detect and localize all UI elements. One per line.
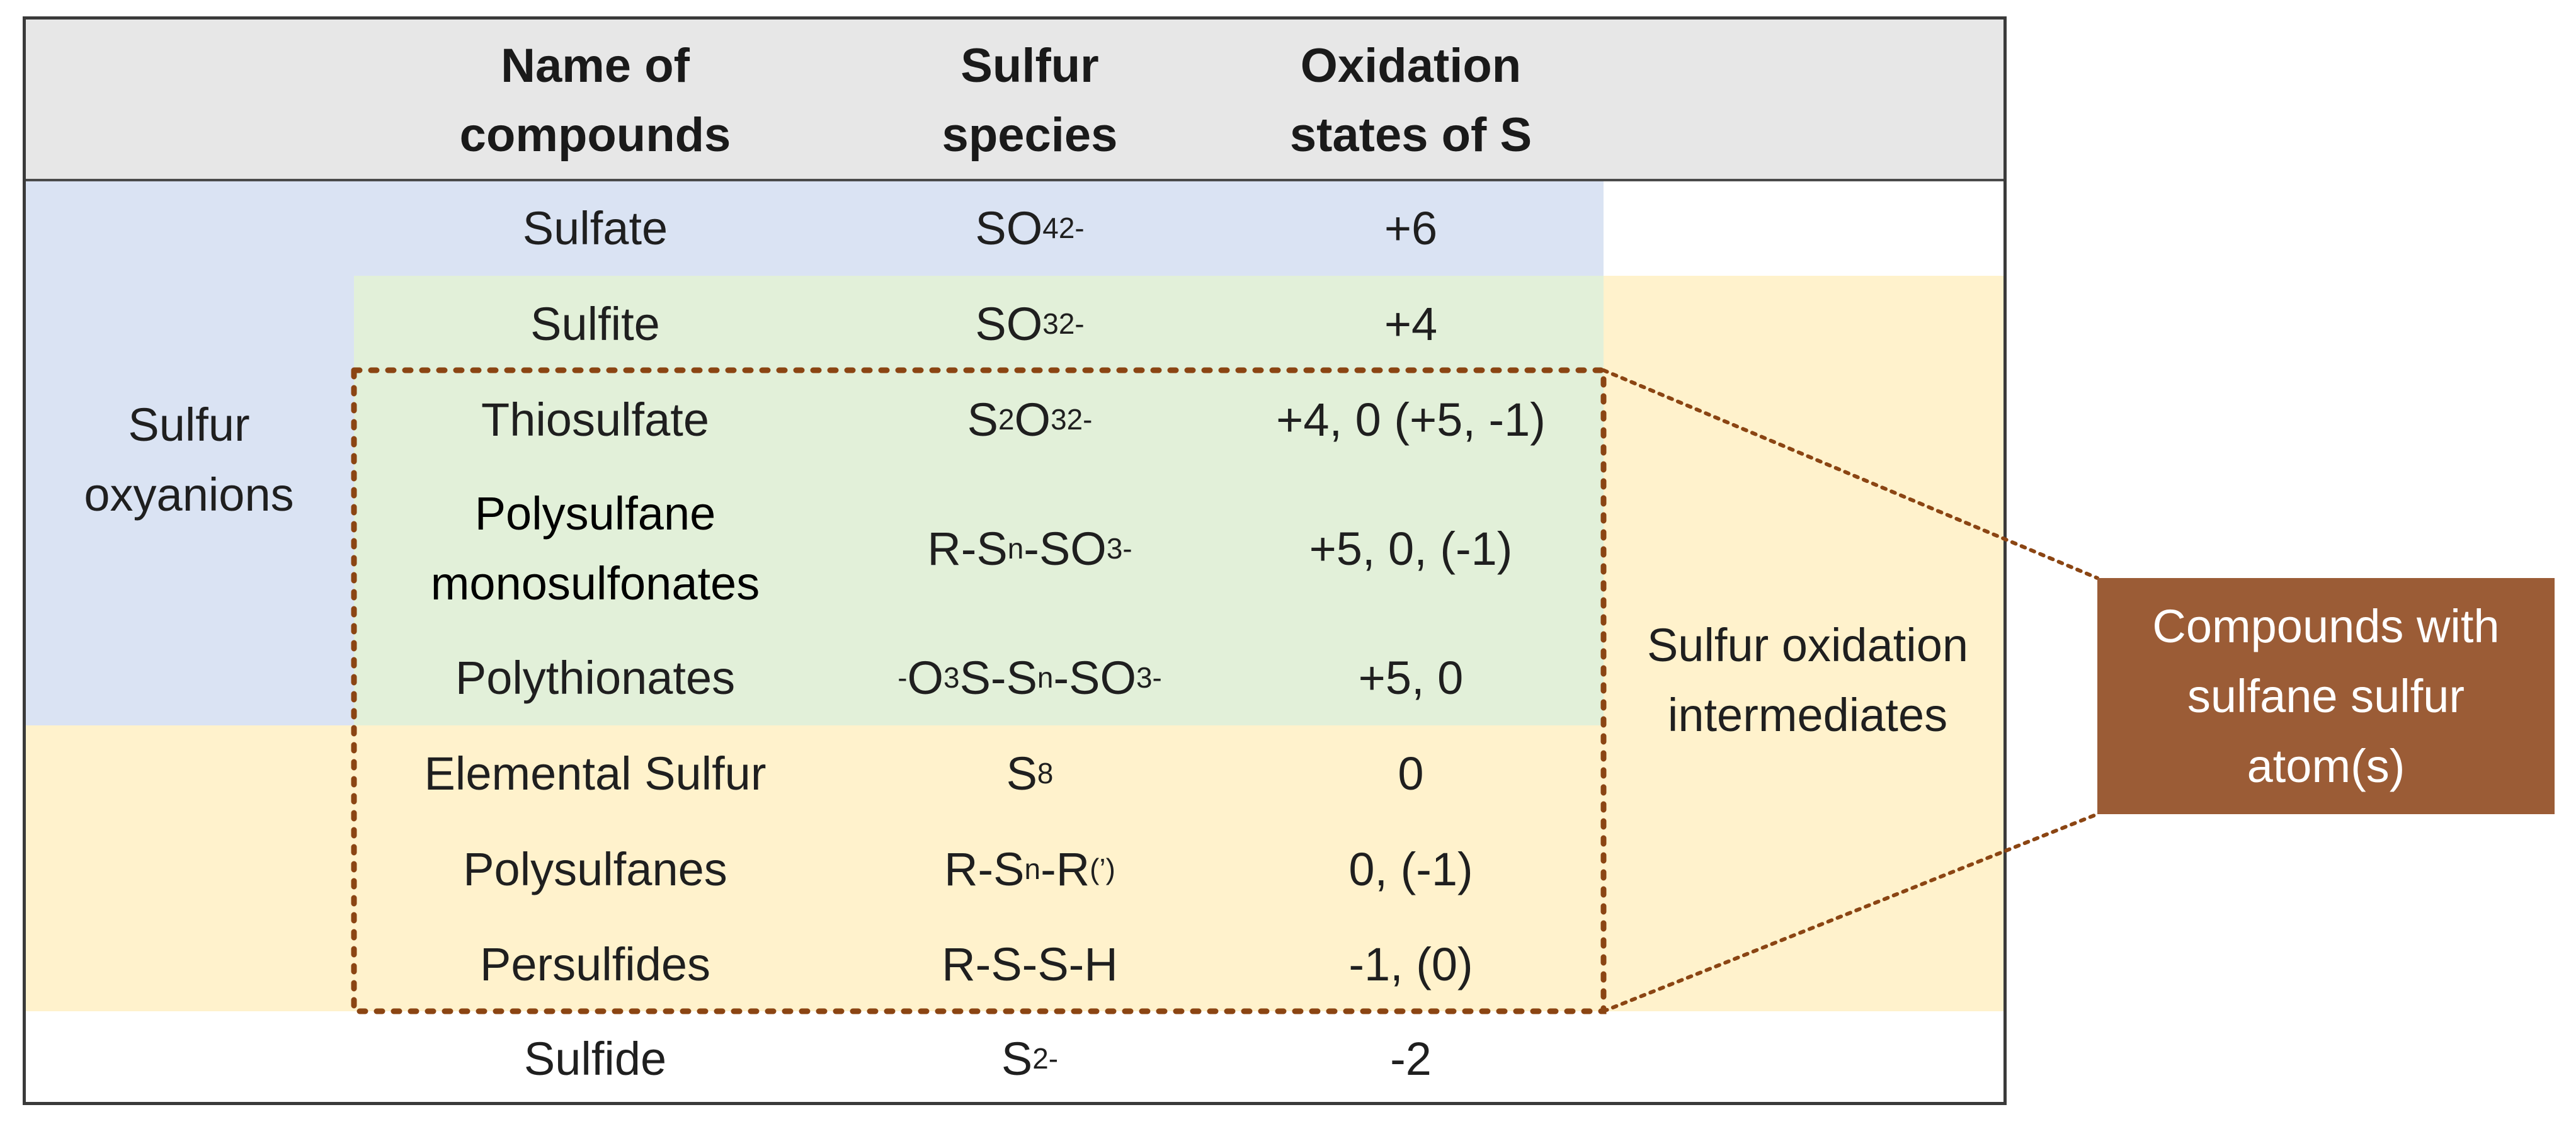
- row-oxidation-sulfide: -2: [1390, 1032, 1432, 1085]
- oxyanion-region-top: [23, 180, 1604, 276]
- group-label-sulfur-oxyanions: Sulfur oxyanions: [84, 399, 294, 521]
- sulfite-polythionate-region: [354, 276, 1604, 725]
- oxyanion-region-left: [23, 276, 354, 725]
- row-oxidation-polythionates: +5, 0: [1358, 651, 1464, 704]
- row-species-polysulfane-monosulfonates: R-S n -SO 3-: [927, 522, 1132, 575]
- connector-line-top: [1602, 368, 2099, 580]
- row-name-persulfides: Persulfides: [479, 938, 711, 990]
- row-oxidation-polysulfanes: 0, (-1): [1348, 842, 1473, 895]
- row-name-thiosulfate: Thiosulfate: [481, 393, 709, 446]
- row-species-persulfides: R-S-S-H: [942, 938, 1118, 990]
- row-name-polythionates: Polythionates: [455, 651, 736, 704]
- row-name-elemental-sulfur: Elemental Sulfur: [424, 747, 767, 800]
- row-oxidation-polysulfane-monosulfonates: +5, 0, (-1): [1309, 522, 1513, 575]
- header-name-of-compounds: Name of compounds: [459, 38, 731, 162]
- header-background: [23, 16, 2007, 180]
- callout-text: Compounds with sulfane sulfur atom(s): [2152, 600, 2500, 792]
- row-species-sulfite: SO 3 2-: [975, 297, 1085, 350]
- header-divider: [23, 179, 2007, 181]
- header-oxidation-states: Oxidation states of S: [1289, 38, 1532, 162]
- connector-line-bottom: [1602, 812, 2099, 1013]
- callout-box-sulfane-sulfur: Compounds with sulfane sulfur atom(s): [2097, 578, 2555, 814]
- intermediate-region-bottom: [23, 725, 1604, 1011]
- row-name-polysulfanes: Polysulfanes: [463, 842, 727, 895]
- row-name-polysulfane-monosulfonates: Polysulfane monosulfonates: [430, 487, 760, 610]
- row-species-polythionates: - O 3 S-S n -SO 3-: [898, 651, 1162, 704]
- header-sulfur-species: Sulfur species: [942, 38, 1118, 162]
- group-label-sulfur-oxidation-intermediates: Sulfur oxidation intermediates: [1646, 619, 1969, 741]
- table-border: [23, 16, 2007, 1105]
- row-species-sulfate: SO 4 2-: [975, 201, 1085, 254]
- row-oxidation-sulfite: +4: [1384, 297, 1438, 350]
- row-oxidation-thiosulfate: +4, 0 (+5, -1): [1276, 393, 1546, 446]
- row-species-thiosulfate: S 2 O 3 2-: [967, 393, 1093, 446]
- row-oxidation-persulfides: -1, (0): [1348, 938, 1473, 990]
- row-name-sulfite: Sulfite: [530, 297, 660, 350]
- row-species-sulfide: S 2-: [1001, 1032, 1059, 1085]
- row-species-polysulfanes: R-S n -R (’): [944, 842, 1115, 895]
- row-name-sulfate: Sulfate: [522, 201, 668, 254]
- row-oxidation-sulfate: +6: [1384, 201, 1438, 254]
- sulfane-sulfur-dotted-box: [351, 367, 1607, 1014]
- row-name-sulfide: Sulfide: [523, 1032, 667, 1085]
- row-oxidation-elemental-sulfur: 0: [1398, 747, 1424, 800]
